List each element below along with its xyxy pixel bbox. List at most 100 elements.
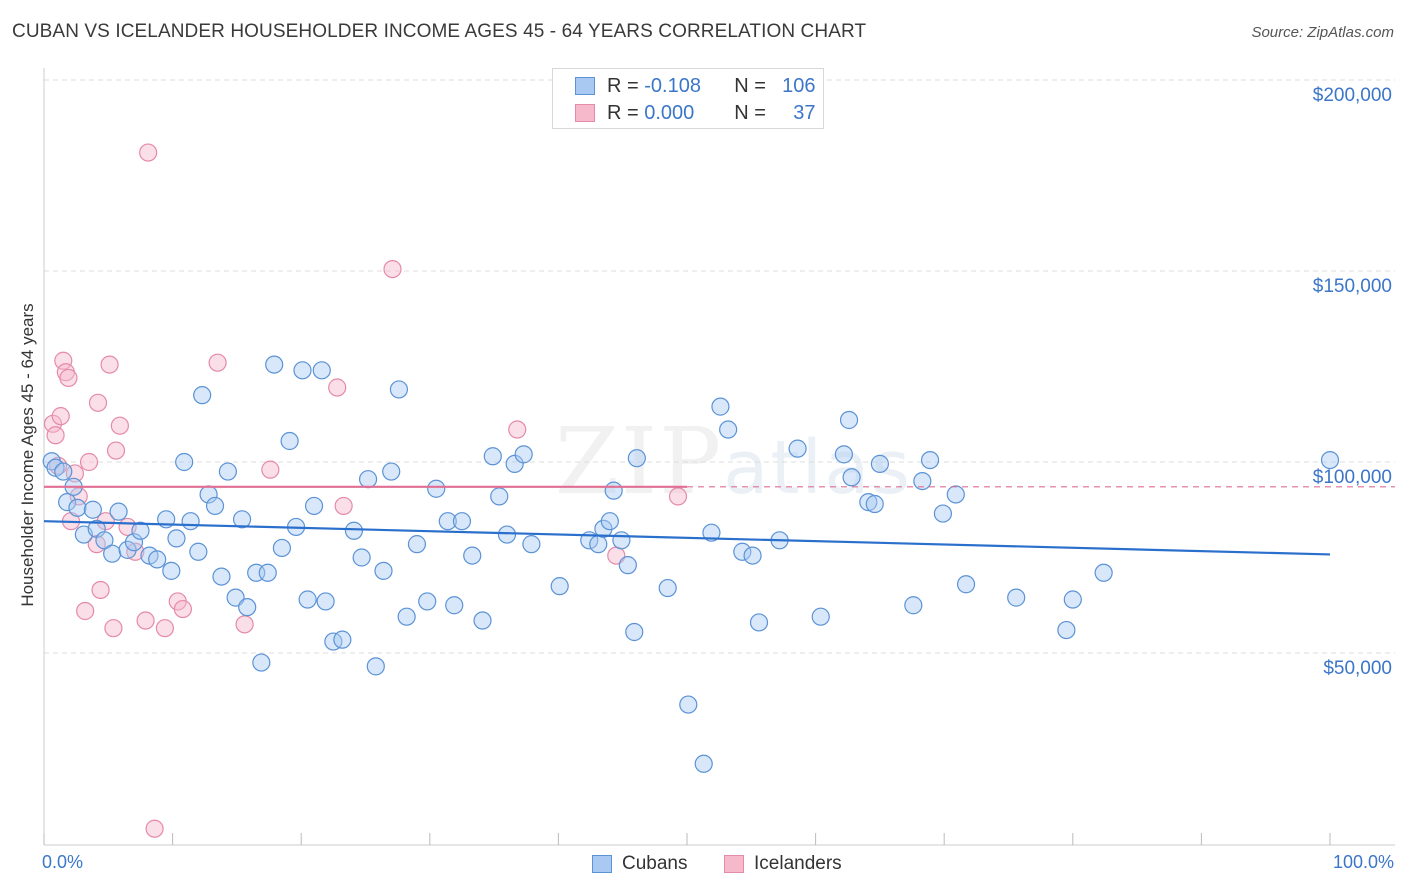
cubans-point: [842, 468, 861, 487]
icelanders-point: [43, 414, 63, 433]
cubans-point: [733, 542, 752, 561]
icelanders-point: [100, 355, 119, 374]
cubans-point: [131, 521, 150, 540]
legend-item-icelanders: Icelanders: [724, 851, 842, 877]
n-value: 106: [782, 74, 816, 97]
icelanders-point: [65, 464, 84, 483]
cubans-point: [212, 567, 231, 586]
cubans-point: [1320, 450, 1340, 470]
cubans-point: [550, 577, 569, 596]
cubans-point: [109, 502, 128, 521]
cubans-point: [382, 462, 401, 481]
cubans-point: [258, 563, 277, 582]
cubans-point: [497, 525, 517, 544]
icelanders-point: [76, 601, 95, 621]
cubans-point: [316, 592, 335, 611]
cubans-point: [1057, 620, 1076, 640]
r-value: 0.000: [644, 101, 695, 124]
cubans-point: [452, 512, 472, 531]
cubans-point: [1094, 563, 1113, 582]
icelanders-swatch: [575, 104, 595, 122]
cubans-point: [181, 512, 200, 531]
cubans-point: [189, 542, 208, 561]
icelanders-point: [334, 496, 353, 516]
cubans-point: [366, 657, 385, 676]
cubans-point: [374, 561, 393, 580]
cubans-point: [397, 607, 416, 626]
cubans-point: [594, 519, 613, 538]
cubans-point: [920, 450, 940, 470]
cubans-point: [265, 355, 284, 374]
n-value: 37: [793, 101, 816, 124]
icelanders-point: [110, 416, 129, 435]
cubans-points: [42, 355, 1340, 773]
icelanders-point: [328, 378, 347, 397]
cubans-point: [627, 449, 646, 468]
cubans-point: [612, 531, 631, 550]
cubans-point: [148, 550, 167, 569]
cubans-point: [445, 596, 464, 615]
cubans-point: [407, 535, 427, 554]
icelanders-point: [155, 619, 174, 638]
cubans-point: [280, 431, 299, 451]
stats-legend: R = -0.108 N = 106 R = 0.000 N = 37: [552, 68, 824, 129]
cubans-point: [438, 512, 457, 531]
cubans-point: [749, 613, 769, 632]
cubans-trend-line: [43, 520, 1331, 556]
cubans-point: [252, 653, 271, 672]
cubans-point: [658, 578, 677, 598]
icelanders-point: [88, 393, 108, 412]
cubans-point: [618, 556, 637, 575]
icelanders-swatch: [724, 855, 744, 873]
cubans-point: [834, 445, 853, 464]
cubans-swatch: [592, 855, 612, 873]
watermark: ZIPatlas: [555, 408, 912, 515]
cubans-point: [232, 510, 252, 529]
cubans-point: [95, 531, 114, 550]
icelanders-point: [383, 259, 402, 279]
cubans-point: [293, 361, 312, 380]
cubans-point: [175, 452, 194, 472]
icelanders-point: [106, 441, 126, 460]
x-tick-label-min: 0.0%: [42, 852, 84, 872]
cubans-point: [218, 462, 237, 481]
cubans-point: [1007, 588, 1026, 607]
cubans-point: [904, 596, 923, 615]
legend-row-cubans: R = -0.108 N = 106: [575, 73, 816, 99]
cubans-point: [205, 496, 225, 516]
r-value: -0.108: [644, 74, 701, 97]
icelanders-point: [235, 615, 254, 634]
cubans-point: [956, 575, 976, 594]
cubans-point: [702, 523, 721, 542]
cubans-point: [68, 498, 87, 517]
source-label: Source: ZipAtlas.com: [1251, 24, 1394, 41]
icelanders-point: [508, 420, 527, 439]
icelanders-point: [145, 819, 164, 838]
icelanders-point: [59, 368, 78, 388]
legend-label-icelanders: Icelanders: [754, 853, 842, 874]
cubans-point: [418, 592, 437, 611]
cubans-point: [490, 487, 509, 506]
cubans-point: [193, 386, 212, 405]
y-tick-label: $100,000: [1312, 467, 1392, 488]
cubans-point: [312, 361, 331, 380]
legend-item-cubans: Cubans: [592, 851, 688, 877]
icelanders-point: [54, 351, 73, 370]
icelanders-point: [173, 599, 192, 619]
cubans-point: [304, 496, 324, 516]
icelanders-point: [104, 619, 123, 638]
cubans-point: [167, 529, 186, 548]
cubans-point: [358, 470, 378, 489]
cubans-point: [124, 533, 144, 552]
icelanders-point: [139, 143, 158, 162]
cubans-point: [473, 611, 492, 630]
cubans-point: [118, 540, 137, 559]
cubans-point: [625, 622, 644, 642]
n-label: N =: [734, 74, 766, 97]
cubans-point: [389, 380, 409, 399]
cubans-point: [711, 397, 730, 416]
cubans-point: [600, 512, 619, 531]
cubans-point: [324, 632, 343, 651]
legend-row-icelanders: R = 0.000 N = 37: [575, 100, 816, 126]
cubans-point: [483, 447, 502, 466]
